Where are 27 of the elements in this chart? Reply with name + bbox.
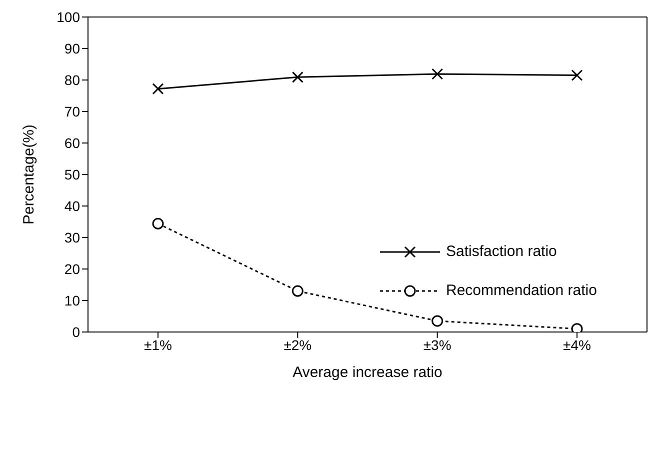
point (432, 315, 444, 327)
point (152, 218, 164, 230)
x-tick-label: ±3% (423, 336, 452, 353)
y-tick-label: 30 (64, 229, 80, 246)
x-tick-label: ±1% (144, 336, 172, 353)
y-tick-label: 90 (64, 40, 80, 56)
y-tick-label: 70 (64, 103, 80, 120)
y-axis-title: Percentage(%) (20, 124, 38, 225)
y-tick-label: 80 (64, 72, 80, 88)
x-tick-label: ±4% (563, 336, 591, 353)
y-tick-label: 10 (64, 292, 80, 308)
y-tick-label: 40 (64, 198, 80, 214)
point (292, 71, 304, 83)
point (292, 285, 304, 297)
point (432, 68, 444, 80)
y-tick-label: 20 (64, 260, 80, 277)
legend-label: Recommendation ratio (446, 282, 597, 299)
x-tick-label: ±2% (284, 336, 312, 353)
point (571, 70, 583, 82)
y-tick-label: 60 (64, 134, 80, 151)
x-axis-title: Average increase ratio (292, 364, 442, 381)
y-tick-label: 0 (72, 324, 80, 340)
point (152, 83, 164, 95)
legend-label: Satisfaction ratio (446, 243, 557, 260)
y-tick-label: 50 (64, 166, 80, 182)
y-tick-label: 100 (56, 8, 80, 25)
point (571, 323, 583, 332)
